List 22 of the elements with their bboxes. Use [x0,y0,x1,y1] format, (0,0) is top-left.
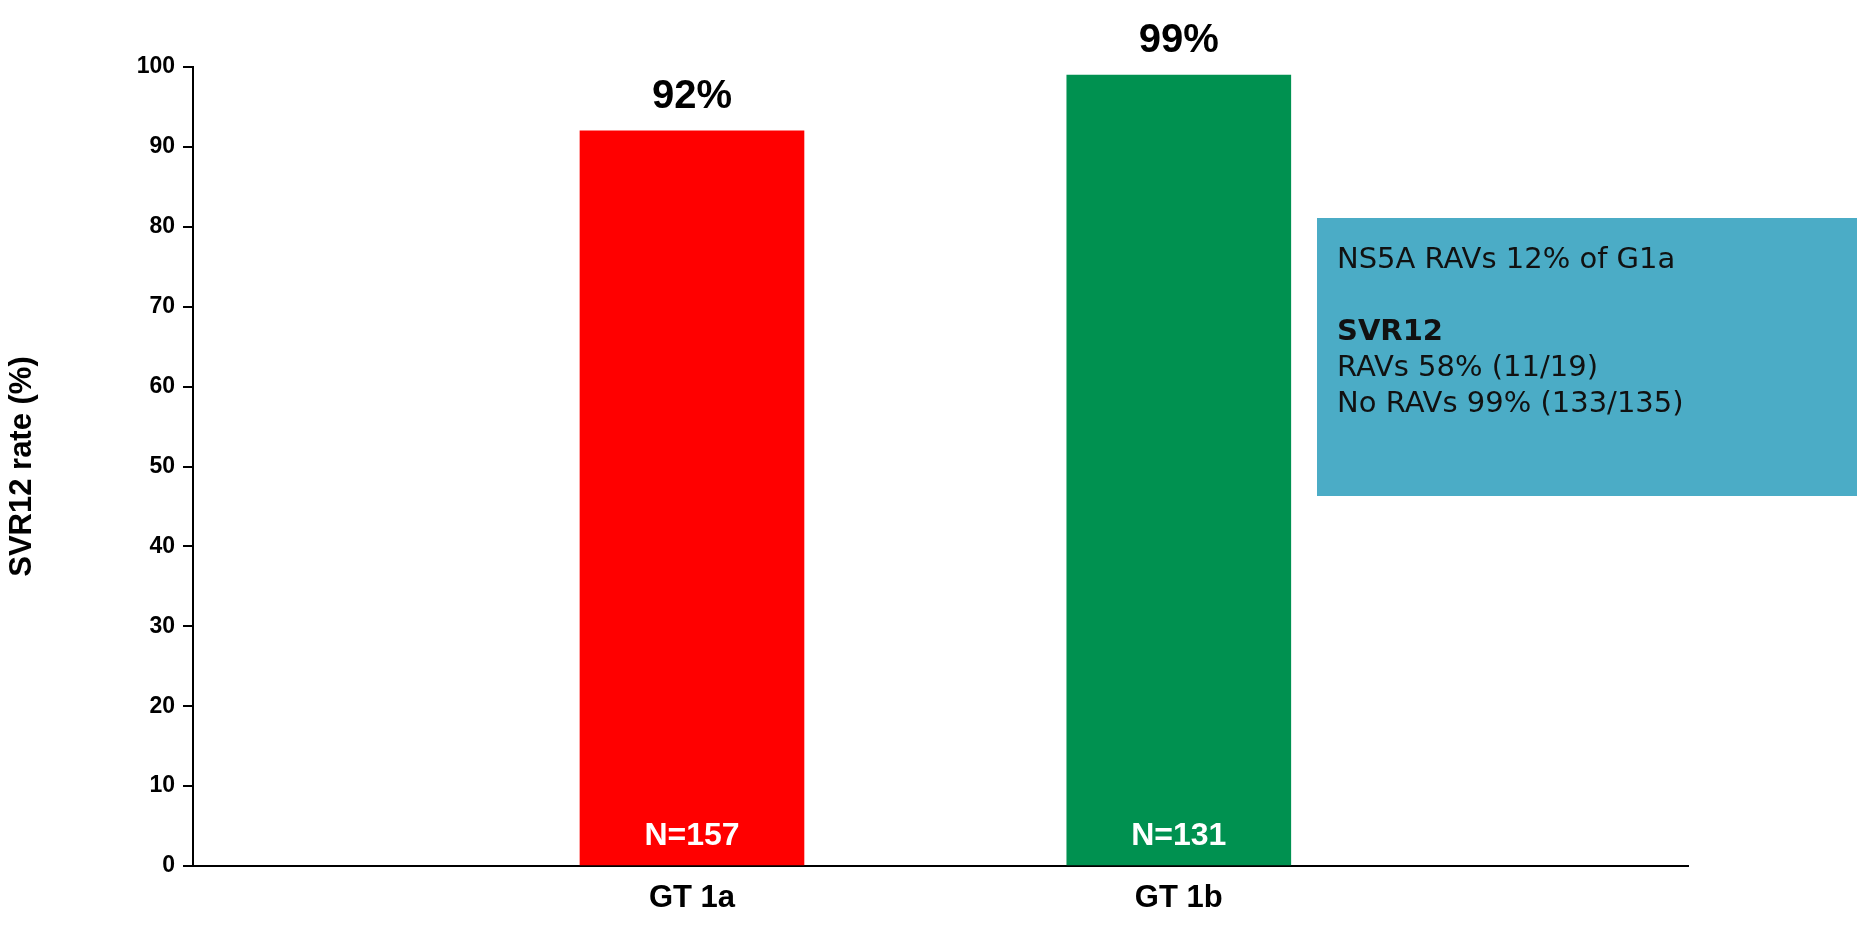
data-label: 99% [1138,16,1219,61]
y-tick-label: 90 [149,132,175,159]
x-tick-label: GT 1b [1134,879,1223,915]
x-tick-label: GT 1a [648,879,736,915]
y-tick-label: 80 [149,212,175,239]
y-tick-label: 0 [162,851,175,878]
y-tick-label: 60 [149,371,175,398]
y-tick-label: 30 [149,611,175,638]
y-axis-title: SVR12 rate (%) [3,356,39,577]
annotation: SVR12 [1337,312,1445,348]
y-tick-label: 40 [149,531,175,558]
annotation: No RAVs 99% (133/135) [1337,384,1685,420]
y-tick-label: 20 [149,691,175,718]
y-tick-label: 10 [149,771,175,798]
y-tick-label: 50 [149,451,175,478]
y-tick-label: 70 [149,292,175,319]
y-tick-label: 100 [136,52,175,79]
data-label: 92% [651,71,733,116]
annotation: NS5A RAVs 12% of G1a [1337,240,1677,276]
annotation: N=157 [644,815,740,852]
annotation: RAVs 58% (11/19) [1337,348,1599,384]
annotation: N=131 [1131,815,1227,852]
